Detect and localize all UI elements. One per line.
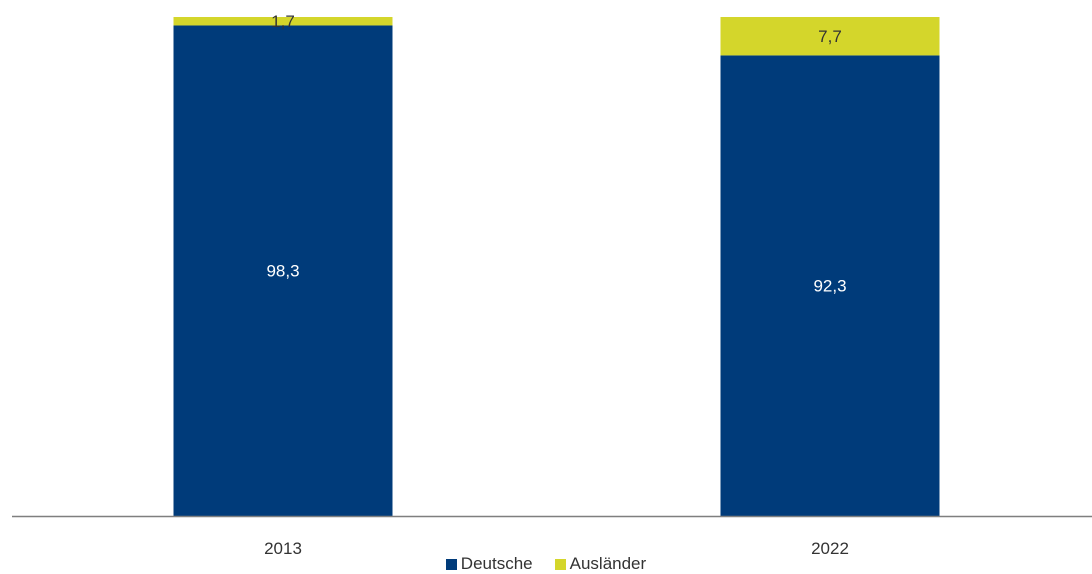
bar-auslaender-2022 (720, 17, 940, 56)
data-labels-group: 98,3 1,7 92,3 7,7 (266, 12, 846, 295)
legend-swatch-deutsche (445, 558, 457, 570)
data-label-deutsche-2022: 92,3 (813, 277, 846, 296)
data-label-auslaender-2022: 7,7 (818, 27, 842, 46)
legend: Deutsche Ausländer (0, 554, 1092, 574)
legend-label-deutsche: Deutsche (460, 554, 533, 573)
legend-label-auslaender: Ausländer (569, 554, 647, 573)
bars-group (173, 17, 940, 516)
bar-auslaender-2013 (173, 17, 393, 26)
x-tick-label-2022: 2022 (811, 539, 849, 558)
legend-swatch-auslaender (554, 558, 566, 570)
bar-deutsche-2022 (720, 55, 940, 516)
legend-item-deutsche: Deutsche (445, 554, 533, 574)
legend-item-auslaender: Ausländer (554, 554, 647, 574)
x-tick-label-2013: 2013 (264, 539, 302, 558)
data-label-auslaender-2013: 1,7 (271, 12, 295, 31)
x-tick-labels-group: 2013 2022 (264, 539, 849, 558)
bar-deutsche-2013 (173, 25, 393, 516)
data-label-deutsche-2013: 98,3 (266, 262, 299, 281)
